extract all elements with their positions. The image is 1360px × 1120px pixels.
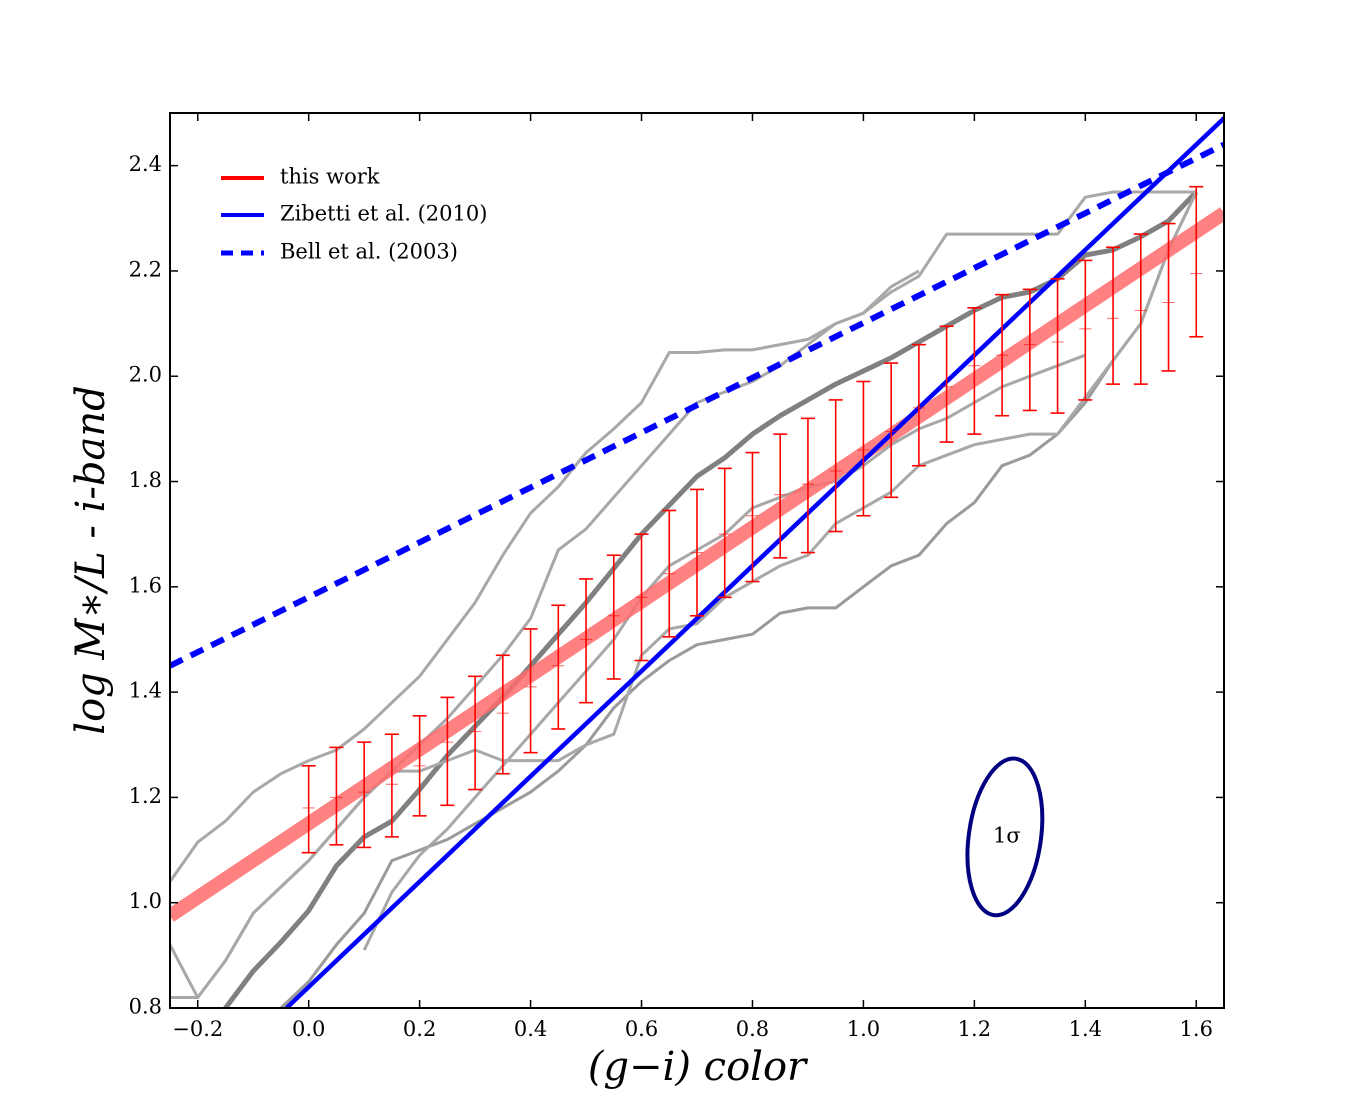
legend: this work Zibetti et al. (2010) Bell et …: [221, 165, 487, 264]
error-bar: [856, 380, 871, 517]
series-line-bell: [170, 141, 1224, 669]
error-bar: [384, 733, 399, 838]
contour-inner-upper: [222, 190, 1199, 1008]
error-bar: [495, 654, 510, 775]
x-tick-label: 0.8: [736, 1017, 769, 1041]
x-tick-label: 0.0: [292, 1017, 325, 1041]
y-tick-label: 2.4: [129, 152, 162, 176]
y-tick-label: 1.6: [129, 573, 162, 597]
error-bar: [634, 533, 649, 662]
contour-inner-lower: [278, 191, 1198, 1008]
error-bar: [800, 417, 815, 554]
error-bar: [690, 488, 704, 617]
error-bar: [468, 675, 483, 791]
error-bar: [606, 554, 621, 680]
y-tick-label: 1.4: [129, 679, 162, 703]
y-axis: 0.8 1.0 1.2 1.4 1.6 1.8 2.0 2.2 2.4: [129, 152, 1224, 1019]
y-tick-label: 0.8: [129, 995, 162, 1019]
contour-outer-lower: [170, 191, 1198, 999]
x-tick-label: 1.0: [847, 1017, 880, 1041]
legend-label-bell: Bell et al. (2003): [280, 240, 458, 264]
error-bar: [967, 306, 982, 435]
plot-area: [170, 115, 1224, 1008]
series-line-zibetti: [284, 115, 1224, 1008]
x-tick-label: 1.6: [1180, 1017, 1213, 1041]
error-bars-group: [301, 185, 1204, 854]
error-bar: [773, 433, 788, 559]
y-tick-label: 1.8: [129, 468, 162, 492]
x-tick-label: 0.2: [403, 1017, 436, 1041]
plot-frame: [169, 112, 1225, 1009]
error-bar: [745, 451, 760, 583]
error-bar: [828, 399, 843, 533]
error-bar: [579, 578, 594, 704]
y-tick-label: 1.0: [129, 889, 162, 913]
y-axis-label: log M∗/L - i-band: [68, 385, 114, 734]
error-bar: [1050, 278, 1065, 414]
error-bar: [329, 746, 344, 846]
error-bar: [911, 343, 926, 467]
y-tick-label: 2.0: [129, 363, 162, 387]
legend-label-zibetti: Zibetti et al. (2010): [280, 202, 487, 226]
error-bar: [301, 765, 316, 854]
error-bar: [412, 715, 427, 817]
error-bar: [1106, 246, 1121, 385]
x-tick-label: 0.4: [514, 1017, 547, 1041]
error-bar: [662, 509, 677, 638]
error-bar: [523, 628, 538, 754]
sigma-ellipse: [965, 756, 1045, 918]
sigma-annotation: 1σ: [965, 756, 1045, 918]
error-bar: [551, 604, 566, 730]
y-tick-label: 2.2: [129, 257, 162, 281]
x-axis: −0.2 0.0 0.2 0.4 0.6 0.8 1.0 1.2 1.4 1.6: [172, 113, 1213, 1041]
error-bar: [1133, 233, 1148, 385]
x-axis-label: (g−i) color: [588, 1044, 809, 1090]
sigma-label: 1σ: [993, 823, 1021, 847]
error-bar: [1189, 185, 1204, 338]
x-tick-label: 0.6: [625, 1017, 658, 1041]
contour-outer-upper: [170, 190, 1197, 883]
error-bar: [717, 467, 732, 599]
error-bar: [1078, 259, 1093, 401]
error-bar: [1161, 222, 1176, 372]
error-bar: [1022, 288, 1037, 412]
error-bar: [440, 696, 455, 807]
error-bar: [939, 325, 954, 443]
error-bar: [995, 293, 1010, 417]
x-tick-label: 1.2: [958, 1017, 991, 1041]
x-tick-label: −0.2: [172, 1017, 223, 1041]
error-bar: [884, 362, 899, 499]
y-tick-label: 1.2: [129, 784, 162, 808]
x-tick-label: 1.4: [1069, 1017, 1102, 1041]
legend-label-this-work: this work: [280, 165, 380, 189]
error-bar: [357, 741, 372, 849]
